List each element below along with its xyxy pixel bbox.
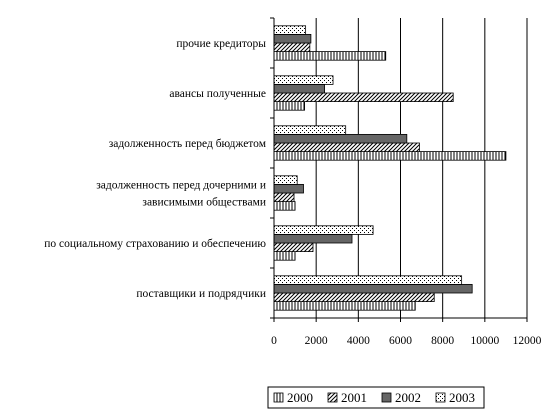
- bar-2002: [273, 34, 312, 44]
- bar-2000: [273, 251, 296, 261]
- bar-2001: [273, 292, 435, 303]
- bar-2002: [273, 283, 473, 294]
- bar-2000: [273, 101, 305, 111]
- category-label: авансы полученные: [169, 88, 266, 100]
- category-label: по социальному страхованию и обеспечению: [44, 238, 266, 250]
- bar-2003: [273, 25, 307, 35]
- bar-2000: [273, 201, 296, 211]
- x-tick-label: 6000: [389, 335, 412, 347]
- legend-label: 2000: [287, 390, 313, 405]
- x-tick-labels: 0 2000 4000 6000 8000 10000 12000: [271, 335, 542, 347]
- bar-2000: [273, 151, 507, 161]
- bar-2002: [273, 183, 304, 194]
- axes: [270, 17, 528, 322]
- bar-2002: [273, 133, 408, 144]
- category-label: зависимыми обществами: [142, 197, 266, 209]
- bar-2001: [273, 242, 314, 253]
- legend-box: [267, 386, 485, 409]
- legend-label: 2001: [341, 390, 367, 405]
- x-tick-label: 0: [271, 335, 277, 347]
- bar-2000: [273, 301, 416, 311]
- legend-label: 2002: [395, 390, 421, 405]
- x-tick-label: 12000: [513, 335, 542, 347]
- bar-2003: [273, 275, 463, 285]
- bar-2002: [273, 233, 353, 244]
- bar-2001: [273, 42, 311, 53]
- category-label: задолженность перед дочерними и: [96, 180, 266, 192]
- x-tick-label: 8000: [431, 335, 454, 347]
- legend-swatch-2003: [435, 392, 446, 403]
- legend-swatch-2002: [381, 392, 392, 403]
- bar-2001: [273, 192, 295, 203]
- grid-lines: [315, 18, 528, 318]
- bars: [273, 25, 507, 311]
- legend: 2000 2001 2002 2003: [267, 386, 485, 409]
- bar-2003: [273, 175, 298, 185]
- bar-2001: [273, 92, 454, 103]
- x-tick-label: 10000: [470, 335, 499, 347]
- legend-swatch-2000: [273, 392, 284, 403]
- bar-2001: [273, 142, 420, 153]
- category-label: поставщики и подрядчики: [136, 288, 266, 300]
- bar-2002: [273, 84, 325, 94]
- legend-swatch-2001: [327, 392, 338, 403]
- category-labels: прочие кредиторы авансы полученные задолже…: [44, 38, 267, 300]
- bar-2003: [273, 75, 334, 85]
- bar-2000: [273, 51, 387, 61]
- x-tick-label: 2000: [305, 335, 328, 347]
- category-label: задолженность перед бюджетом: [109, 138, 267, 150]
- bar-2003: [273, 225, 374, 235]
- legend-label: 2003: [449, 390, 475, 405]
- category-label: прочие кредиторы: [176, 38, 266, 50]
- x-tick-label: 4000: [347, 335, 370, 347]
- bar-2003: [273, 125, 347, 135]
